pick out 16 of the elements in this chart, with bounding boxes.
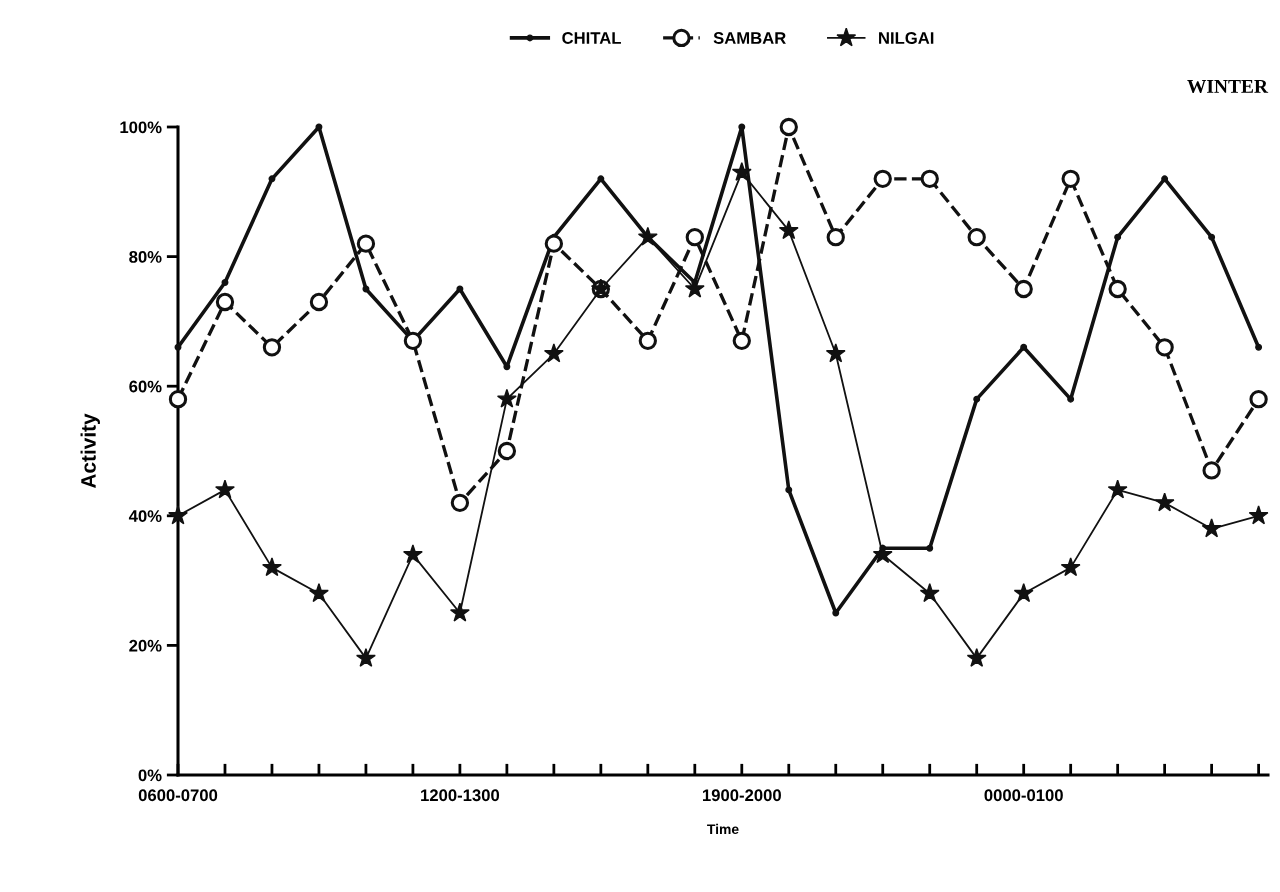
y-axis-title: Activity <box>80 413 100 489</box>
y-tick-label: 0% <box>138 769 162 782</box>
legend-label: CHITAL <box>562 32 621 44</box>
x-tick-label: 1200-1300 <box>421 789 500 802</box>
y-tick-label: 60% <box>129 380 162 393</box>
x-axis-title: Time <box>707 823 739 835</box>
x-tick-label: 0000-0100 <box>984 789 1063 802</box>
y-tick-label: 100% <box>120 121 162 134</box>
legend-label: SAMBAR <box>713 32 786 44</box>
y-tick-label: 40% <box>128 510 162 522</box>
x-tick-label: 0600-0700 <box>138 789 218 802</box>
y-tick-label: 20% <box>129 639 162 652</box>
x-tick-label: 1900-2000 <box>702 789 781 802</box>
chart-title: WINTER <box>1187 80 1269 94</box>
y-tick-label: 80% <box>129 251 162 263</box>
legend-label: NILGAI <box>879 32 934 44</box>
